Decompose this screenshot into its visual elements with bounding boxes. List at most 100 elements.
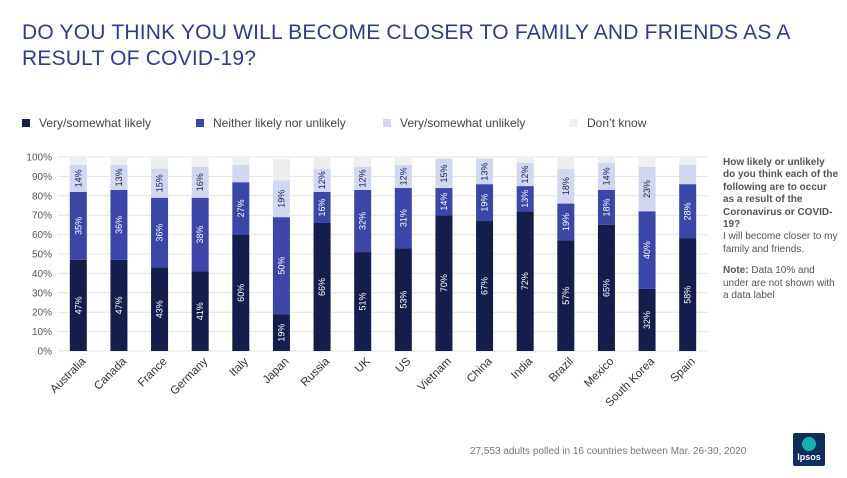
data-label-unlikely: 15% [155,174,165,192]
bar-segment-likely [232,234,250,351]
data-label-neither: 36% [114,216,124,234]
bar-segment-likely [394,248,412,351]
bar-segment-neither [272,217,290,315]
y-tick-label: 80% [32,191,52,202]
data-label-likely: 47% [73,296,83,314]
bar-segment-likely [679,238,697,351]
data-label-neither: 35% [73,217,83,235]
bar-segment-likely [476,221,494,351]
x-category-label: Australia [48,355,89,396]
data-label-unlikely: 12% [398,167,408,185]
bar-segment-dontknow [435,157,453,159]
bar-segment-likely [354,252,372,351]
legend-label-unlikely: Very/somewhat unlikely [400,116,526,130]
data-label-neither: 38% [195,226,205,244]
data-label-neither: 19% [480,194,490,212]
data-label-unlikely: 12% [358,169,368,187]
data-label-neither: 32% [358,212,368,230]
data-label-unlikely: 16% [195,173,205,191]
data-label-neither: 14% [439,193,449,211]
data-label-unlikely: 23% [642,180,652,198]
data-label-neither: 50% [276,257,286,275]
data-label-unlikely: 18% [561,177,571,195]
bar-segment-likely [151,267,169,351]
data-label-likely: 19% [276,324,286,342]
bar-segment-dontknow [354,157,372,167]
data-label-likely: 60% [236,284,246,302]
bar-segment-unlikely [69,164,87,192]
bar-segment-unlikely [516,162,534,187]
bar-segment-neither [516,186,534,212]
bar-segment-dontknow [557,157,575,169]
data-label-likely: 53% [398,291,408,309]
side-statement: I will become closer to my family and fr… [723,231,838,255]
side-question: How likely or unlikely do you think each… [723,157,839,231]
x-category-label: UK [353,355,373,375]
data-label-unlikely: 15% [439,164,449,182]
x-category-label: Italy [228,355,252,379]
bar-segment-unlikely [232,164,250,183]
bar-segment-unlikely [557,168,575,204]
bar-segment-neither [557,203,575,241]
data-label-likely: 47% [114,296,124,314]
y-tick-label: 100% [26,153,52,164]
data-label-likely: 72% [520,272,530,290]
x-category-label: US [394,355,414,375]
side-data-note: Note: Data 10% and under are not shown w… [723,265,838,302]
legend-label-neither: Neither likely nor unlikely [213,116,346,130]
legend-swatch-likely [22,119,30,127]
bar-segment-unlikely [476,158,494,185]
bar-segment-dontknow [313,157,331,169]
x-category-label: Mexico [582,356,616,390]
x-category-label: China [465,355,495,385]
y-tick-label: 10% [32,327,52,338]
y-tick-label: 20% [32,308,52,319]
bar-segment-neither [151,197,169,268]
data-label-neither: 40% [642,241,652,259]
bar-segment-likely [638,288,656,351]
bar-segment-dontknow [679,157,697,165]
x-category-label: France [136,356,170,390]
x-category-label: Russia [299,355,333,389]
data-label-neither: 31% [398,209,408,227]
data-label-neither: 16% [317,198,327,216]
bar-segment-neither [354,189,372,253]
bar-segment-dontknow [191,157,209,167]
bar-segment-neither [435,188,453,216]
bar-segment-likely [272,314,290,351]
note-text: Data 10% and under are not shown with a … [723,265,835,302]
bar-segment-likely [191,271,209,351]
legend-item-likely: Very/somewhat likely [22,116,151,130]
data-label-neither: 36% [155,224,165,242]
bar-segment-dontknow [69,157,87,165]
legend-item-dontknow: Don’t know [570,116,646,130]
bar-segment-unlikely [313,168,331,192]
logo-mark-icon [802,437,816,451]
ipsos-logo: Ipsos [793,433,825,466]
logo-text: Ipsos [797,452,821,462]
data-label-likely: 65% [601,279,611,297]
x-category-label: India [509,355,536,382]
side-note: How likely or unlikely do you think each… [723,157,838,302]
bar-segment-likely [313,222,331,351]
data-label-likely: 67% [480,277,490,295]
bar-segment-dontknow [232,157,250,165]
data-label-likely: 57% [561,287,571,305]
bar-segment-unlikely [638,166,656,212]
data-label-likely: 32% [642,311,652,329]
legend-swatch-dontknow [570,119,578,127]
bar-segment-dontknow [394,157,412,165]
bar-segment-neither [638,211,656,289]
bar-segment-unlikely [597,162,615,190]
x-category-label: Spain [669,356,698,385]
y-tick-label: 90% [32,172,52,183]
legend-label-likely: Very/somewhat likely [39,116,152,130]
bar-segment-neither [191,197,209,272]
data-label-neither: 18% [601,198,611,216]
y-tick-label: 70% [32,211,52,222]
bar-segment-dontknow [638,157,656,167]
data-label-unlikely: 12% [520,165,530,183]
bar-segment-unlikely [394,164,412,189]
data-label-neither: 19% [561,213,571,231]
bar-segment-neither [232,182,250,235]
